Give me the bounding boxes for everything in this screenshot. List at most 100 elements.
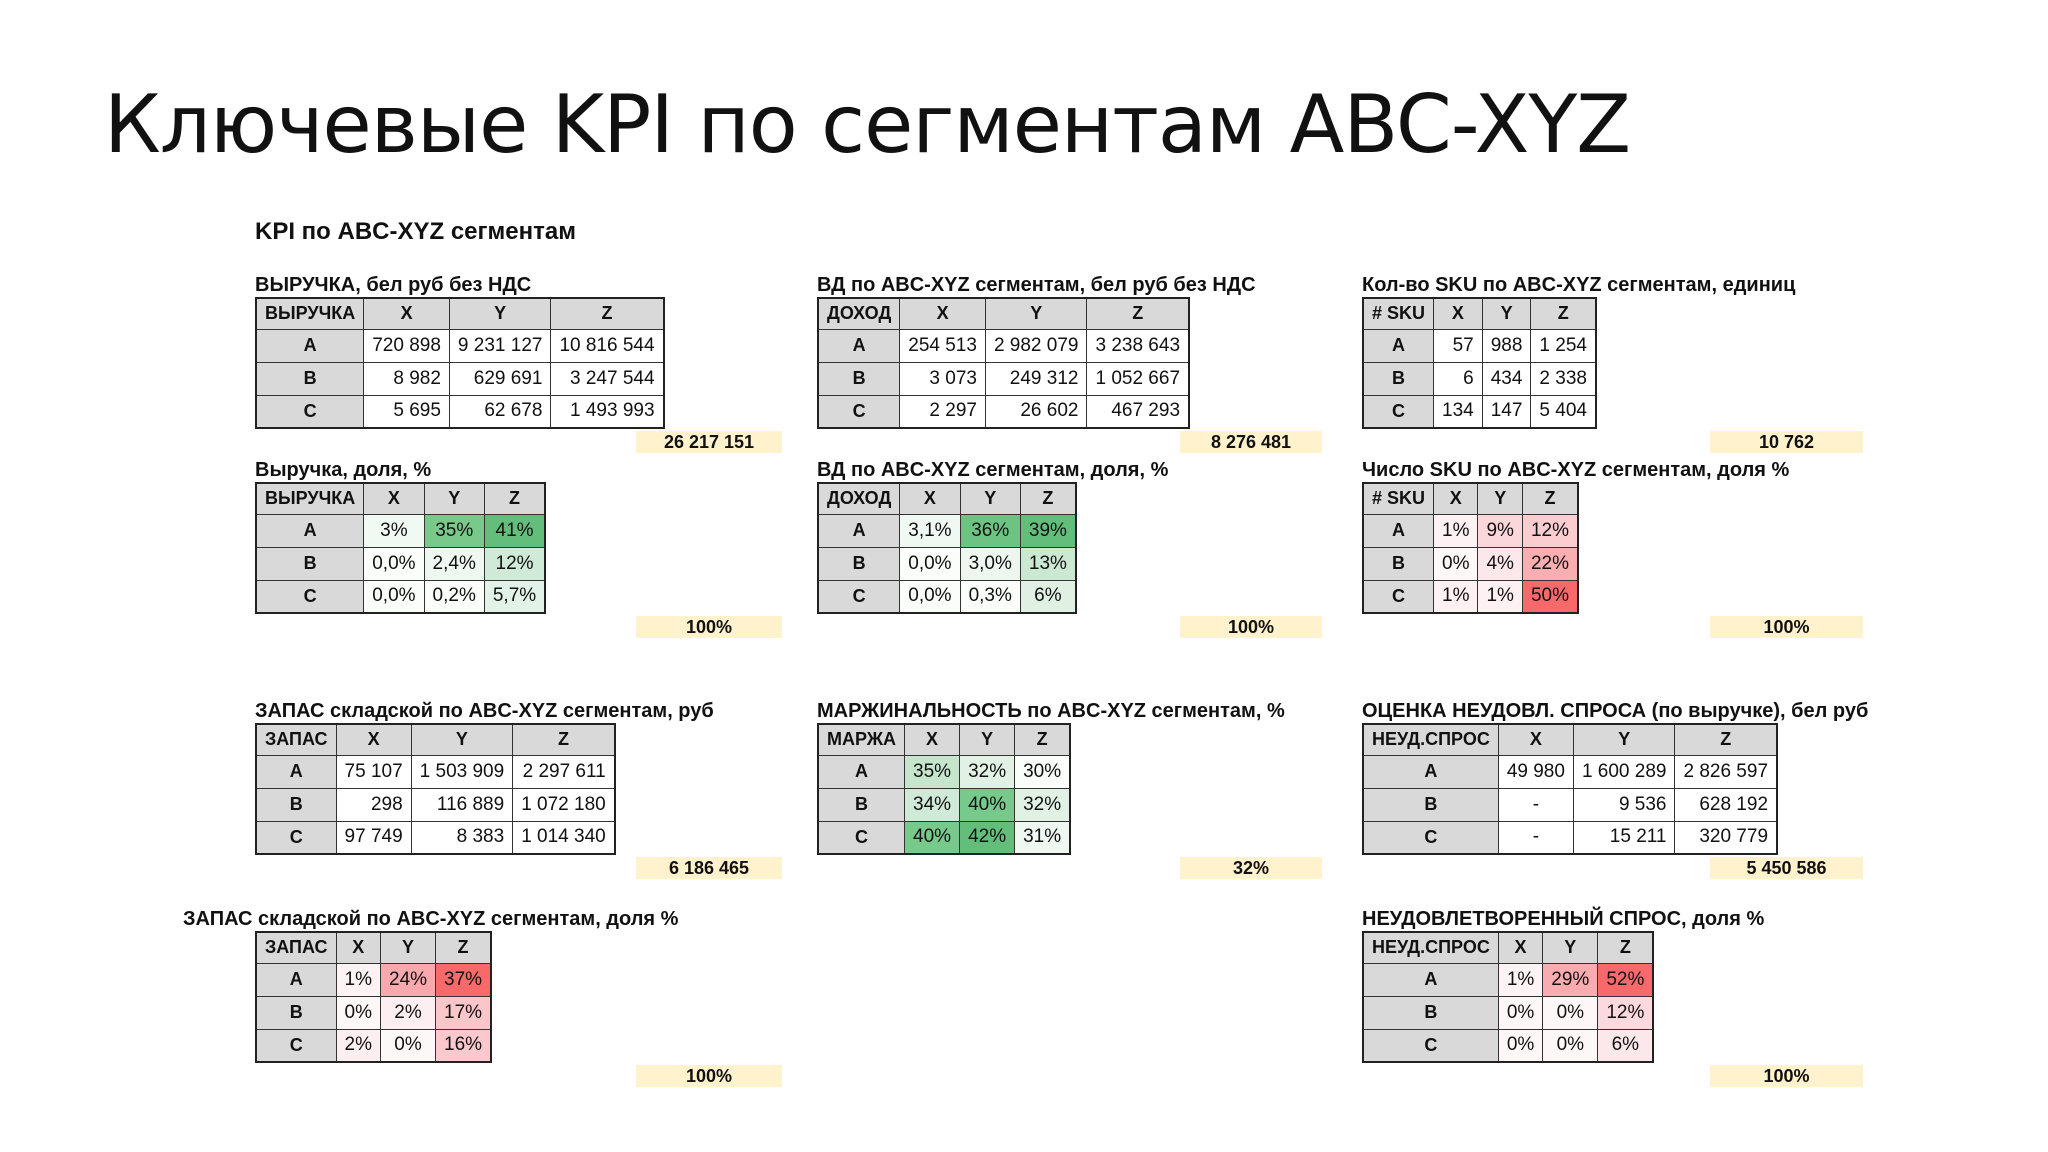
column-header-x: X: [899, 482, 961, 515]
row-label: C: [1362, 820, 1499, 855]
table-cell: 8 982: [363, 361, 450, 396]
column-header-x: X: [1433, 297, 1483, 330]
column-header-z: Z: [435, 931, 492, 964]
row-label: A: [255, 513, 365, 548]
table-cell: 628 192: [1674, 787, 1778, 822]
table-total: 100%: [1710, 616, 1863, 638]
table-cell: 62 678: [448, 394, 552, 429]
table-cell: 116 889: [410, 787, 514, 822]
table-cell: 3%: [363, 513, 425, 548]
table-total: 100%: [1710, 1065, 1863, 1087]
table-cell: 22%: [1521, 546, 1579, 581]
table-row: C 0,0% 0,3% 6%: [817, 579, 1077, 614]
table-title: Число SKU по ABC-XYZ сегментам, доля %: [1362, 459, 1790, 481]
kpi-table-stock: ЗАПАС X Y Z A 75 107 1 503 909 2 297 611 B 298 116…: [255, 723, 616, 855]
row-label: B: [255, 995, 337, 1030]
corner-header: # SKU: [1362, 482, 1435, 515]
table-row: A 3,1% 36% 39%: [817, 513, 1077, 548]
table-cell: 35%: [904, 754, 961, 789]
kpi-table-margin: МАРЖА X Y Z A 35% 32% 30% B 34% 40% 32% C 40% 42% 31%: [817, 723, 1072, 855]
table-title: ВД по ABC-XYZ сегментам, бел руб без НДС: [817, 274, 1256, 296]
table-title: НЕУДОВЛЕТВОРЕННЫЙ СПРОС, доля %: [1362, 908, 1765, 930]
table-cell: 0%: [1542, 995, 1599, 1030]
row-label: B: [1362, 995, 1499, 1030]
column-header-x: X: [1497, 723, 1574, 756]
sheet-title: KPI по ABC-XYZ сегментам: [255, 218, 576, 245]
table-cell: 3,0%: [959, 546, 1021, 581]
table-cell: 50%: [1521, 579, 1579, 614]
table-row: C 0,0% 0,2% 5,7%: [255, 579, 546, 614]
kpi-table-revenue-share: ВЫРУЧКА X Y Z A 3% 35% 41% B 0,0% 2,4% 12% C 0,0% 0,2%…: [255, 482, 547, 614]
table-cell: 5 404: [1530, 394, 1597, 429]
column-header-z: Z: [550, 297, 665, 330]
corner-header: ЗАПАС: [255, 931, 337, 964]
table-cell: 41%: [483, 513, 546, 548]
table-title: ЗАПАС складской по ABC-XYZ сегментам, ру…: [255, 700, 714, 722]
table-row: C 40% 42% 31%: [817, 820, 1071, 855]
table-cell: 298: [335, 787, 412, 822]
row-label: B: [1362, 787, 1499, 822]
table-cell: 32%: [959, 754, 1016, 789]
table-row: A 49 980 1 600 289 2 826 597: [1362, 754, 1778, 789]
row-label: C: [817, 394, 901, 429]
row-label: A: [817, 513, 901, 548]
row-label: A: [1362, 328, 1435, 363]
table-title: ВД по ABC-XYZ сегментам, доля, %: [817, 459, 1169, 481]
table-cell: 2,4%: [423, 546, 485, 581]
table-row: B 34% 40% 32%: [817, 787, 1071, 822]
column-header-x: X: [899, 297, 986, 330]
row-label: A: [1362, 754, 1499, 789]
table-cell: 2 982 079: [984, 328, 1088, 363]
table-cell: -: [1497, 820, 1574, 855]
table-row: C 134 147 5 404: [1362, 394, 1597, 429]
table-cell: 988: [1481, 328, 1532, 363]
table-cell: 3 073: [899, 361, 986, 396]
column-header-y: Y: [1477, 482, 1523, 515]
table-title: ВЫРУЧКА, бел руб без НДС: [255, 274, 532, 296]
table-row: A 75 107 1 503 909 2 297 611: [255, 754, 616, 789]
table-cell: 2 826 597: [1674, 754, 1778, 789]
table-cell: 0%: [335, 995, 382, 1030]
kpi-table-income-share: ДОХОД X Y Z A 3,1% 36% 39% B 0,0% 3,0% 13% C 0,0% 0,3%…: [817, 482, 1077, 614]
column-header-z: Z: [1597, 931, 1654, 964]
table-row: B 0,0% 2,4% 12%: [255, 546, 546, 581]
column-header-y: Y: [984, 297, 1088, 330]
corner-header: ДОХОД: [817, 482, 901, 515]
row-label: A: [817, 754, 906, 789]
corner-header: ЗАПАС: [255, 723, 337, 756]
column-header-y: Y: [410, 723, 514, 756]
table-total: 6 186 465: [636, 857, 782, 879]
table-cell: 97 749: [335, 820, 412, 855]
table-cell: 6: [1433, 361, 1483, 396]
table-cell: 8 383: [410, 820, 514, 855]
row-label: C: [817, 820, 906, 855]
column-header-y: Y: [1542, 931, 1599, 964]
row-label: A: [255, 328, 365, 363]
table-row: B-9 536 628 192: [1362, 787, 1778, 822]
table-cell: 6%: [1597, 1028, 1654, 1063]
column-header-y: Y: [1481, 297, 1532, 330]
table-cell: 32%: [1014, 787, 1071, 822]
table-cell: 2 338: [1530, 361, 1597, 396]
kpi-table-unmet-demand: НЕУД.СПРОС X Y Z A 49 980 1 600 289 2 826 597 B -…: [1362, 723, 1779, 855]
table-cell: 2 297: [899, 394, 986, 429]
column-header-z: Z: [483, 482, 546, 515]
table-cell: 0,2%: [423, 579, 485, 614]
table-cell: 16%: [435, 1028, 492, 1063]
row-label: C: [255, 820, 337, 855]
table-cell: 30%: [1014, 754, 1071, 789]
table-cell: 9 231 127: [448, 328, 552, 363]
table-cell: 147: [1481, 394, 1532, 429]
table-total: 10 762: [1710, 431, 1863, 453]
table-cell: 720 898: [363, 328, 450, 363]
table-total: 100%: [636, 616, 782, 638]
table-cell: 1%: [1433, 513, 1479, 548]
table-cell: 0%: [379, 1028, 437, 1063]
table-total: 100%: [636, 1065, 782, 1087]
table-cell: 0,3%: [959, 579, 1021, 614]
row-label: A: [255, 754, 337, 789]
row-label: B: [817, 546, 901, 581]
